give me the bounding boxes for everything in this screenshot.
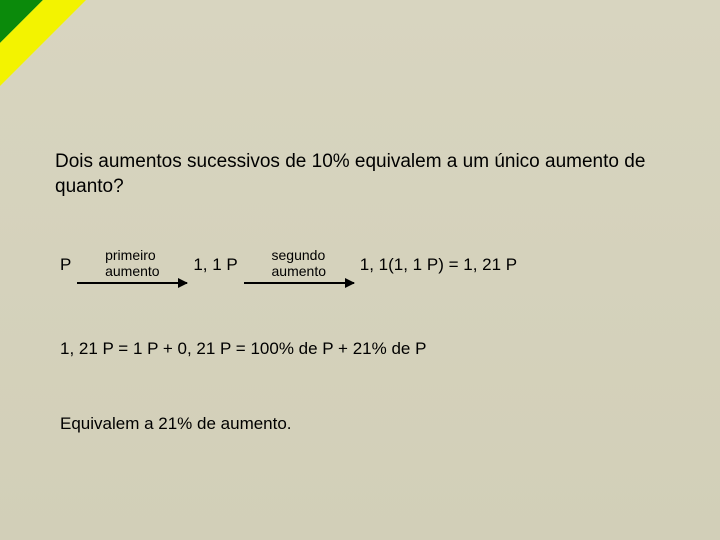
arrow2-caption: segundo aumento xyxy=(272,247,326,279)
arrow1-caption: primeiro aumento xyxy=(105,247,159,279)
flow-mid: 1, 1 P xyxy=(193,255,237,275)
arrow2 xyxy=(244,282,354,284)
arrow-block-1: primeiro aumento xyxy=(77,247,187,283)
flow-start: P xyxy=(60,255,71,275)
calc-flow: P primeiro aumento 1, 1 P segundo aument… xyxy=(60,247,665,283)
arrow-block-2: segundo aumento xyxy=(244,247,354,283)
corner-decoration xyxy=(0,0,90,90)
expansion-line: 1, 21 P = 1 P + 0, 21 P = 100% de P + 21… xyxy=(60,339,665,359)
slide-content: Dois aumentos sucessivos de 10% equivale… xyxy=(55,150,665,489)
conclusion-line: Equivalem a 21% de aumento. xyxy=(60,414,665,434)
flow-end: 1, 1(1, 1 P) = 1, 21 P xyxy=(360,255,517,275)
question-text: Dois aumentos sucessivos de 10% equivale… xyxy=(55,150,665,199)
arrow1 xyxy=(77,282,187,284)
